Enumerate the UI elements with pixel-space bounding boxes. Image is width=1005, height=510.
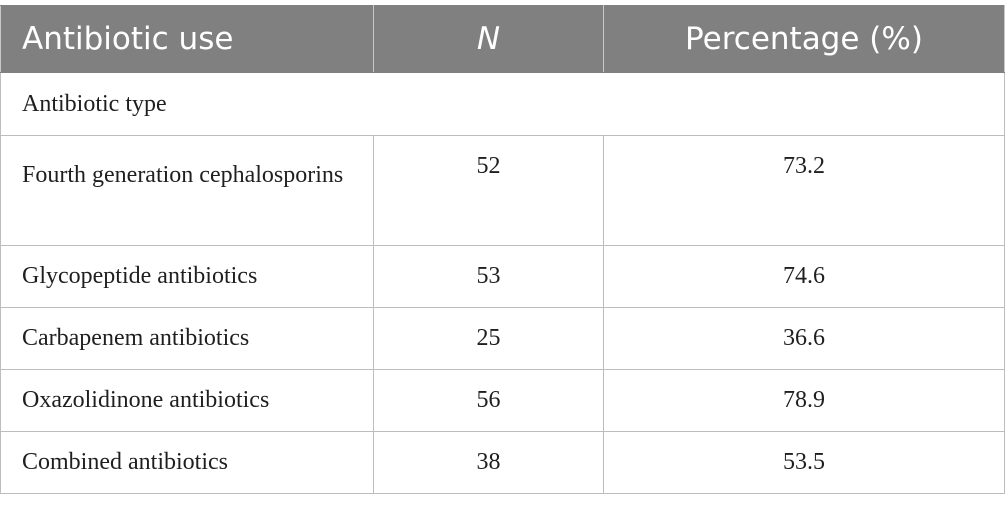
row-label: Oxazolidinone antibiotics: [0, 369, 374, 432]
row-label: Glycopeptide antibiotics: [0, 245, 374, 308]
table-body: Antibiotic type Fourth generation cephal…: [0, 72, 1005, 494]
header-antibiotic-use: Antibiotic use: [0, 5, 374, 73]
row-percentage: 73.2: [603, 135, 1005, 246]
table-row: Carbapenem antibiotics 25 36.6: [0, 307, 1005, 370]
table-row: Glycopeptide antibiotics 53 74.6: [0, 245, 1005, 308]
row-n: 52: [373, 135, 604, 246]
table-header: Antibiotic use N Percentage (%): [0, 5, 1005, 73]
section-row: Antibiotic type: [0, 72, 1005, 136]
table-row: Fourth generation cephalosporins 52 73.2: [0, 135, 1005, 246]
header-n: N: [373, 5, 604, 73]
header-percentage: Percentage (%): [603, 5, 1005, 73]
row-percentage: 74.6: [603, 245, 1005, 308]
row-label: Combined antibiotics: [0, 431, 374, 494]
row-n: 53: [373, 245, 604, 308]
row-n: 56: [373, 369, 604, 432]
row-percentage: 78.9: [603, 369, 1005, 432]
antibiotic-use-table: Antibiotic use N Percentage (%) Antibiot…: [0, 5, 1005, 494]
row-n: 25: [373, 307, 604, 370]
row-n: 38: [373, 431, 604, 494]
row-percentage: 36.6: [603, 307, 1005, 370]
table-row: Oxazolidinone antibiotics 56 78.9: [0, 369, 1005, 432]
row-label: Fourth generation cephalosporins: [0, 135, 374, 246]
row-label: Carbapenem antibiotics: [0, 307, 374, 370]
header-row: Antibiotic use N Percentage (%): [0, 5, 1005, 73]
row-percentage: 53.5: [603, 431, 1005, 494]
section-label-antibiotic-type: Antibiotic type: [0, 72, 1005, 136]
table-row: Combined antibiotics 38 53.5: [0, 431, 1005, 494]
